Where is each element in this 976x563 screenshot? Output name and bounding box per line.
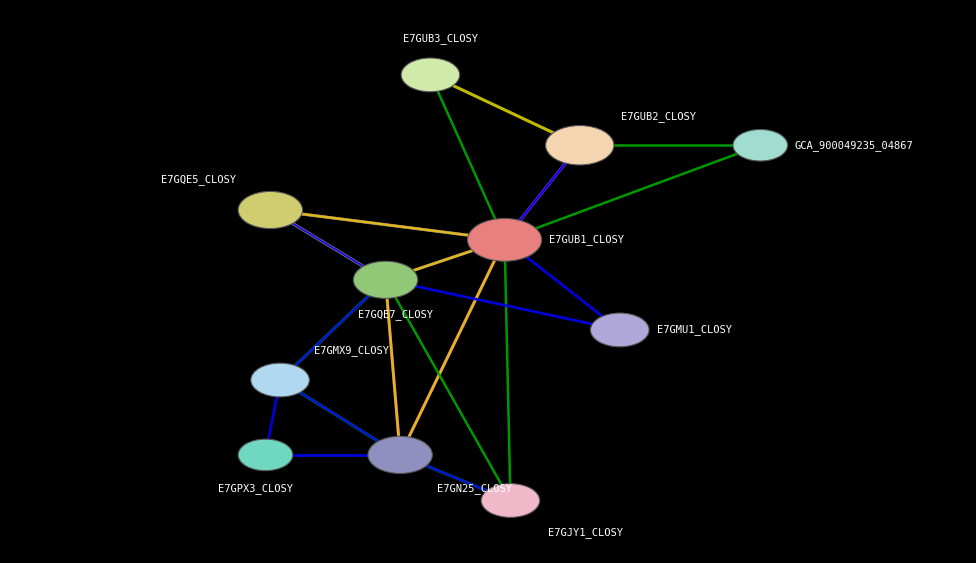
Text: E7GJY1_CLOSY: E7GJY1_CLOSY (548, 528, 623, 538)
Text: GCA_900049235_04867: GCA_900049235_04867 (794, 140, 914, 151)
Text: E7GPX3_CLOSY: E7GPX3_CLOSY (219, 483, 293, 494)
Text: E7GN25_CLOSY: E7GN25_CLOSY (437, 483, 512, 494)
Text: E7GQE7_CLOSY: E7GQE7_CLOSY (358, 309, 432, 320)
Text: E7GUB1_CLOSY: E7GUB1_CLOSY (549, 234, 624, 245)
Text: E7GUB2_CLOSY: E7GUB2_CLOSY (621, 111, 696, 122)
Text: E7GQE5_CLOSY: E7GQE5_CLOSY (161, 174, 236, 185)
Circle shape (238, 439, 293, 471)
Circle shape (251, 363, 309, 397)
Circle shape (590, 313, 649, 347)
Text: E7GMX9_CLOSY: E7GMX9_CLOSY (314, 346, 389, 356)
Text: E7GMU1_CLOSY: E7GMU1_CLOSY (657, 324, 732, 336)
Text: E7GUB3_CLOSY: E7GUB3_CLOSY (403, 33, 477, 44)
Circle shape (481, 484, 540, 517)
Circle shape (546, 126, 614, 165)
Circle shape (733, 129, 788, 161)
Circle shape (468, 218, 542, 261)
Circle shape (238, 191, 303, 229)
Circle shape (368, 436, 432, 473)
Circle shape (353, 261, 418, 298)
Circle shape (401, 58, 460, 92)
